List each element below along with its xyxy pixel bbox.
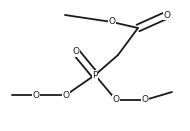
Text: P: P	[92, 70, 98, 80]
Text: O: O	[73, 48, 79, 56]
Text: O: O	[142, 95, 149, 105]
Text: O: O	[32, 91, 40, 100]
Text: O: O	[164, 10, 170, 20]
Text: O: O	[112, 95, 120, 105]
Text: O: O	[108, 18, 116, 26]
Text: O: O	[63, 91, 70, 100]
